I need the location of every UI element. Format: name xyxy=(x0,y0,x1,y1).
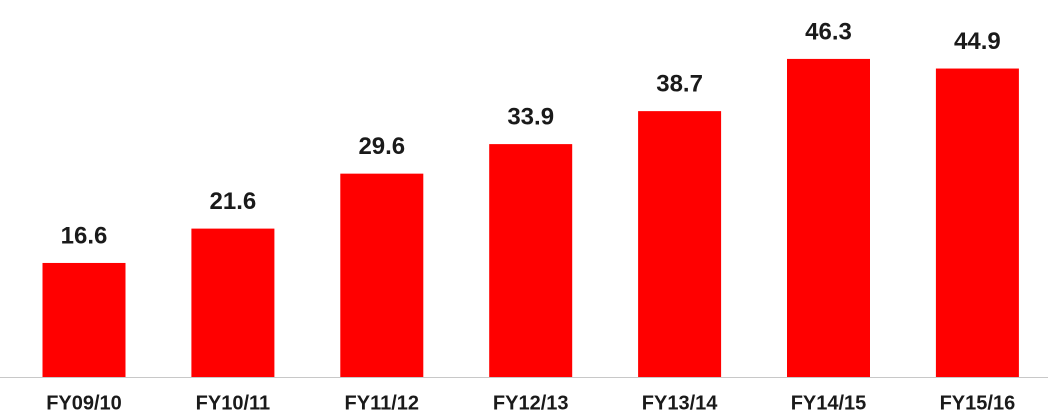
value-label: 21.6 xyxy=(210,188,257,215)
x-tick-label: FY12/13 xyxy=(493,392,569,414)
x-tick-label: FY10/11 xyxy=(196,392,271,414)
bar xyxy=(42,262,126,377)
value-label: 33.9 xyxy=(507,103,554,130)
value-label: 29.6 xyxy=(358,133,405,160)
bar xyxy=(638,111,722,378)
bar xyxy=(935,68,1019,378)
bar xyxy=(340,173,424,377)
x-tick-label: FY15/16 xyxy=(940,392,1016,414)
value-label: 46.3 xyxy=(805,18,852,45)
x-tick-label: FY14/15 xyxy=(791,392,867,414)
x-tick-label: FY13/14 xyxy=(642,392,718,414)
bar xyxy=(489,144,573,377)
bar xyxy=(787,58,870,377)
value-label: 44.9 xyxy=(954,28,1001,55)
bar xyxy=(191,228,275,377)
x-tick-label: FY11/12 xyxy=(345,392,420,414)
x-tick-label: FY09/10 xyxy=(46,392,122,414)
value-label: 38.7 xyxy=(656,70,703,97)
value-label: 16.6 xyxy=(61,222,108,249)
